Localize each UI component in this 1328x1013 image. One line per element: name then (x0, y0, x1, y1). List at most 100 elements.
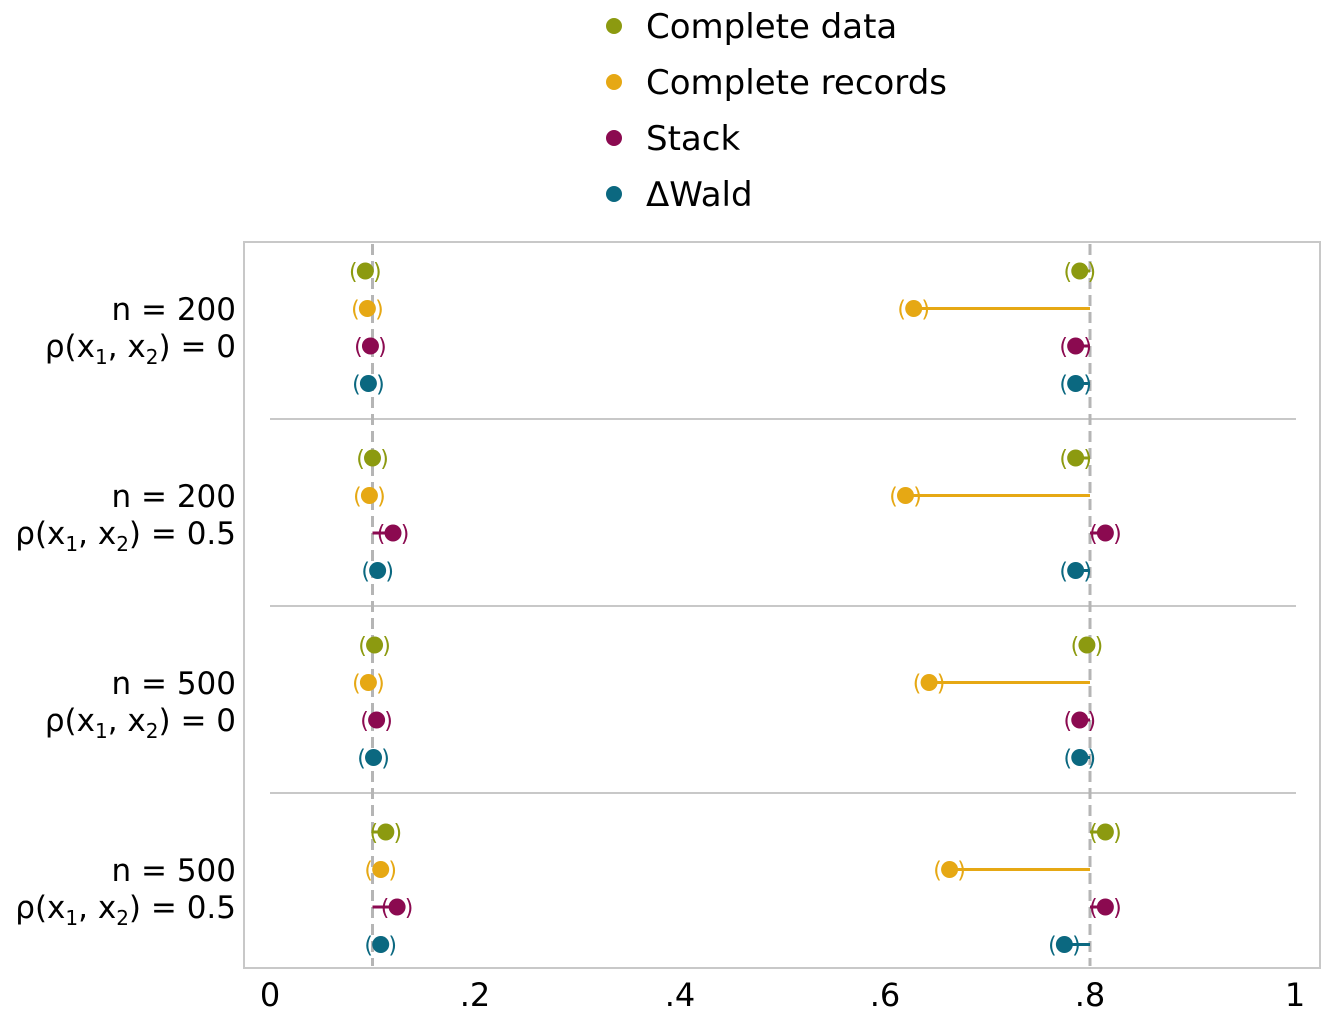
data-point-high (1067, 562, 1085, 579)
x-tick-label-0: 0 (260, 976, 280, 1013)
subscript: 1 (65, 906, 78, 930)
ci-left-paren: ( (1063, 260, 1072, 285)
ci-right-paren: ) (921, 298, 930, 323)
ci-left-paren: ( (370, 821, 379, 846)
panel-label-rho-0: ρ(x1, x2) = 0 (45, 329, 236, 369)
reference-lines (371, 244, 1092, 966)
data-point-high (905, 300, 923, 317)
data-point-high (1096, 823, 1114, 841)
data-point-low (369, 562, 387, 579)
legend-marker-3 (606, 186, 622, 202)
data-point-high (1067, 449, 1085, 467)
label-part: ρ(x (45, 329, 95, 365)
ci-right-paren: ) (384, 709, 393, 734)
ci-right-paren: ) (401, 522, 410, 547)
data-point-high (941, 861, 959, 878)
data-point-high (920, 674, 938, 691)
ci-left-paren: ( (1089, 821, 1098, 846)
panel-label-n-0: n = 200 (112, 292, 237, 328)
data-point-low (360, 487, 378, 504)
x-axis: 0 .2 .4 .6 .8 1 (260, 976, 1305, 1013)
ci-left-paren: ( (1063, 709, 1072, 734)
data-point-low (384, 524, 402, 542)
label-part: ) = 0 (159, 329, 237, 365)
legend-label-0: Complete data (646, 7, 897, 47)
x-tick-label-1: .2 (460, 976, 491, 1013)
ci-right-paren: ) (405, 896, 414, 921)
subscript: 2 (146, 719, 159, 743)
ci-right-paren: ) (1095, 634, 1104, 659)
data-point-high (1096, 898, 1114, 916)
ci-right-paren: ) (937, 672, 946, 697)
data-point-low (377, 823, 395, 841)
label-part: , x (108, 703, 146, 739)
ci-right-paren: ) (394, 821, 403, 846)
ci-left-paren: ( (889, 485, 898, 510)
ci-right-paren: ) (388, 934, 397, 959)
ci-right-paren: ) (388, 859, 397, 884)
ci-left-paren: ( (357, 747, 366, 772)
ci-right-paren: ) (1072, 934, 1081, 959)
ci-left-paren: ( (352, 373, 361, 398)
data-point-high (1071, 262, 1089, 280)
ci-left-paren: ( (1059, 560, 1068, 585)
data-point-low (361, 337, 379, 355)
label-part: ρ(x (15, 516, 65, 552)
ci-right-paren: ) (376, 373, 385, 398)
ci-right-paren: ) (1087, 709, 1096, 734)
ci-right-paren: ) (1113, 522, 1122, 547)
data-point-high (1067, 375, 1085, 392)
ci-right-paren: ) (1083, 560, 1092, 585)
ci-left-paren: ( (361, 560, 370, 585)
label-part: , x (78, 890, 116, 926)
data-point-low (358, 300, 376, 317)
subscript: 2 (116, 532, 129, 556)
ci-left-paren: ( (1071, 634, 1080, 659)
ci-right-paren: ) (1113, 821, 1122, 846)
x-tick-label-3: .6 (870, 976, 901, 1013)
ci-left-paren: ( (358, 634, 367, 659)
x-tick-label-2: .4 (665, 976, 696, 1013)
subscript: 2 (146, 345, 159, 369)
ci-right-paren: ) (1087, 260, 1096, 285)
x-tick-label-5: 1 (1285, 976, 1305, 1013)
data-point-low (356, 262, 374, 280)
data-point-low (372, 936, 390, 953)
ci-left-paren: ( (913, 672, 922, 697)
ci-right-paren: ) (382, 634, 391, 659)
data-point-low (359, 674, 377, 691)
subscript: 1 (65, 532, 78, 556)
ci-left-paren: ( (1059, 373, 1068, 398)
ci-right-paren: ) (1087, 747, 1096, 772)
ci-right-paren: ) (1113, 896, 1122, 921)
label-part: ) = 0 (159, 703, 237, 739)
label-part: , x (108, 329, 146, 365)
ci-left-paren: ( (933, 859, 942, 884)
ci-right-paren: ) (1083, 373, 1092, 398)
subscript: 1 (95, 719, 108, 743)
ci-left-paren: ( (349, 260, 358, 285)
ci-right-paren: ) (957, 859, 966, 884)
ci-left-paren: ( (1063, 747, 1072, 772)
legend: Complete data Complete records Stack ΔWald (606, 7, 947, 215)
data-point-high (1071, 749, 1089, 766)
ci-left-paren: ( (377, 522, 386, 547)
data-point-low (364, 449, 381, 467)
label-part: ρ(x (45, 703, 95, 739)
panel-label-rho-3: ρ(x1, x2) = 0.5 (15, 890, 236, 930)
ci-right-paren: ) (380, 447, 389, 472)
ci-left-paren: ( (360, 709, 369, 734)
panel-label-rho-2: ρ(x1, x2) = 0 (45, 703, 236, 743)
data-point-high (897, 487, 914, 504)
ci-left-paren: ( (381, 896, 390, 921)
data-point-low (372, 861, 390, 878)
data-point-high (1067, 337, 1085, 355)
data-point-low (365, 749, 383, 766)
data-point-low (366, 636, 384, 654)
ci-right-paren: ) (381, 747, 390, 772)
legend-marker-0 (606, 18, 622, 34)
data-point-high (1071, 711, 1089, 729)
legend-label-1: Complete records (646, 63, 947, 103)
label-part: ) = 0.5 (129, 516, 236, 552)
ci-right-paren: ) (373, 260, 382, 285)
